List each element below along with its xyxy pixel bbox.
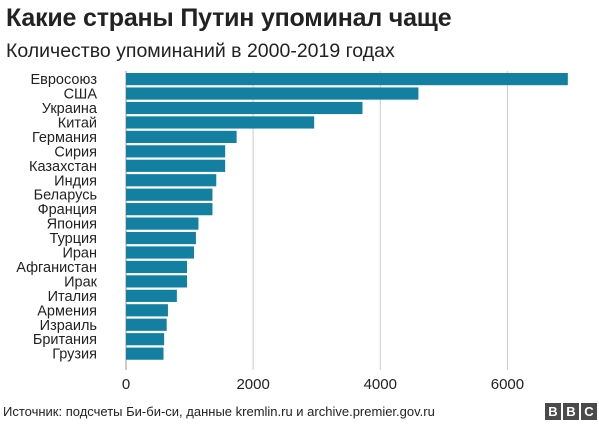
- category-label: США: [64, 87, 98, 103]
- category-label: Индия: [54, 173, 97, 189]
- category-label: Казахстан: [29, 159, 97, 175]
- category-label: Афганистан: [16, 260, 97, 276]
- category-label: Иран: [62, 246, 97, 262]
- x-tick-label: 0: [122, 376, 130, 393]
- bbc-logo-letter: B: [563, 403, 579, 420]
- category-label: Британия: [33, 332, 97, 348]
- category-label: Сирия: [54, 144, 97, 160]
- bar: [126, 73, 568, 86]
- category-label: Франция: [38, 202, 97, 218]
- bar: [126, 289, 177, 302]
- bar: [126, 347, 164, 360]
- bar: [126, 203, 213, 216]
- bar: [126, 174, 217, 187]
- bar: [126, 260, 188, 274]
- x-tick-label: 4000: [364, 376, 397, 393]
- chart-subtitle: Количество упоминаний в 2000-2019 годах: [6, 40, 395, 62]
- source-note: Источник: подсчеты Би-би-си, данные krem…: [3, 404, 435, 419]
- x-tick-label: 6000: [491, 376, 524, 393]
- bar: [126, 159, 226, 172]
- category-label: Ирак: [64, 274, 98, 290]
- x-tick-label: 2000: [236, 376, 269, 393]
- chart-title: Какие страны Путин упоминал чаще: [6, 4, 452, 32]
- bar: [126, 318, 167, 331]
- bar: [126, 145, 226, 158]
- category-label: Япония: [47, 217, 97, 233]
- category-label: Украина: [42, 101, 98, 117]
- bar: [126, 275, 188, 288]
- category-label: Армения: [37, 303, 97, 319]
- bar: [126, 246, 195, 259]
- bbc-logo: B B C: [545, 403, 597, 420]
- bbc-logo-letter: B: [545, 403, 561, 420]
- bar: [126, 231, 196, 245]
- bar-chart: ЕвросоюзСШАУкраинаКитайГерманияСирияКаза…: [16, 71, 568, 393]
- category-label: Турция: [50, 231, 97, 247]
- category-label: Грузия: [52, 347, 97, 363]
- category-label: Беларусь: [34, 188, 97, 204]
- bar: [126, 101, 363, 115]
- bar: [126, 304, 168, 317]
- category-label: Евросоюз: [30, 72, 97, 88]
- bar: [126, 188, 213, 201]
- bar: [126, 130, 237, 143]
- category-label: Китай: [58, 115, 97, 131]
- category-label: Италия: [48, 289, 97, 305]
- bar: [126, 87, 419, 100]
- category-label: Германия: [32, 130, 97, 146]
- category-label: Израиль: [40, 318, 97, 334]
- bar: [126, 333, 165, 346]
- bar: [126, 116, 315, 129]
- bbc-logo-letter: C: [581, 403, 597, 420]
- bar: [126, 217, 199, 230]
